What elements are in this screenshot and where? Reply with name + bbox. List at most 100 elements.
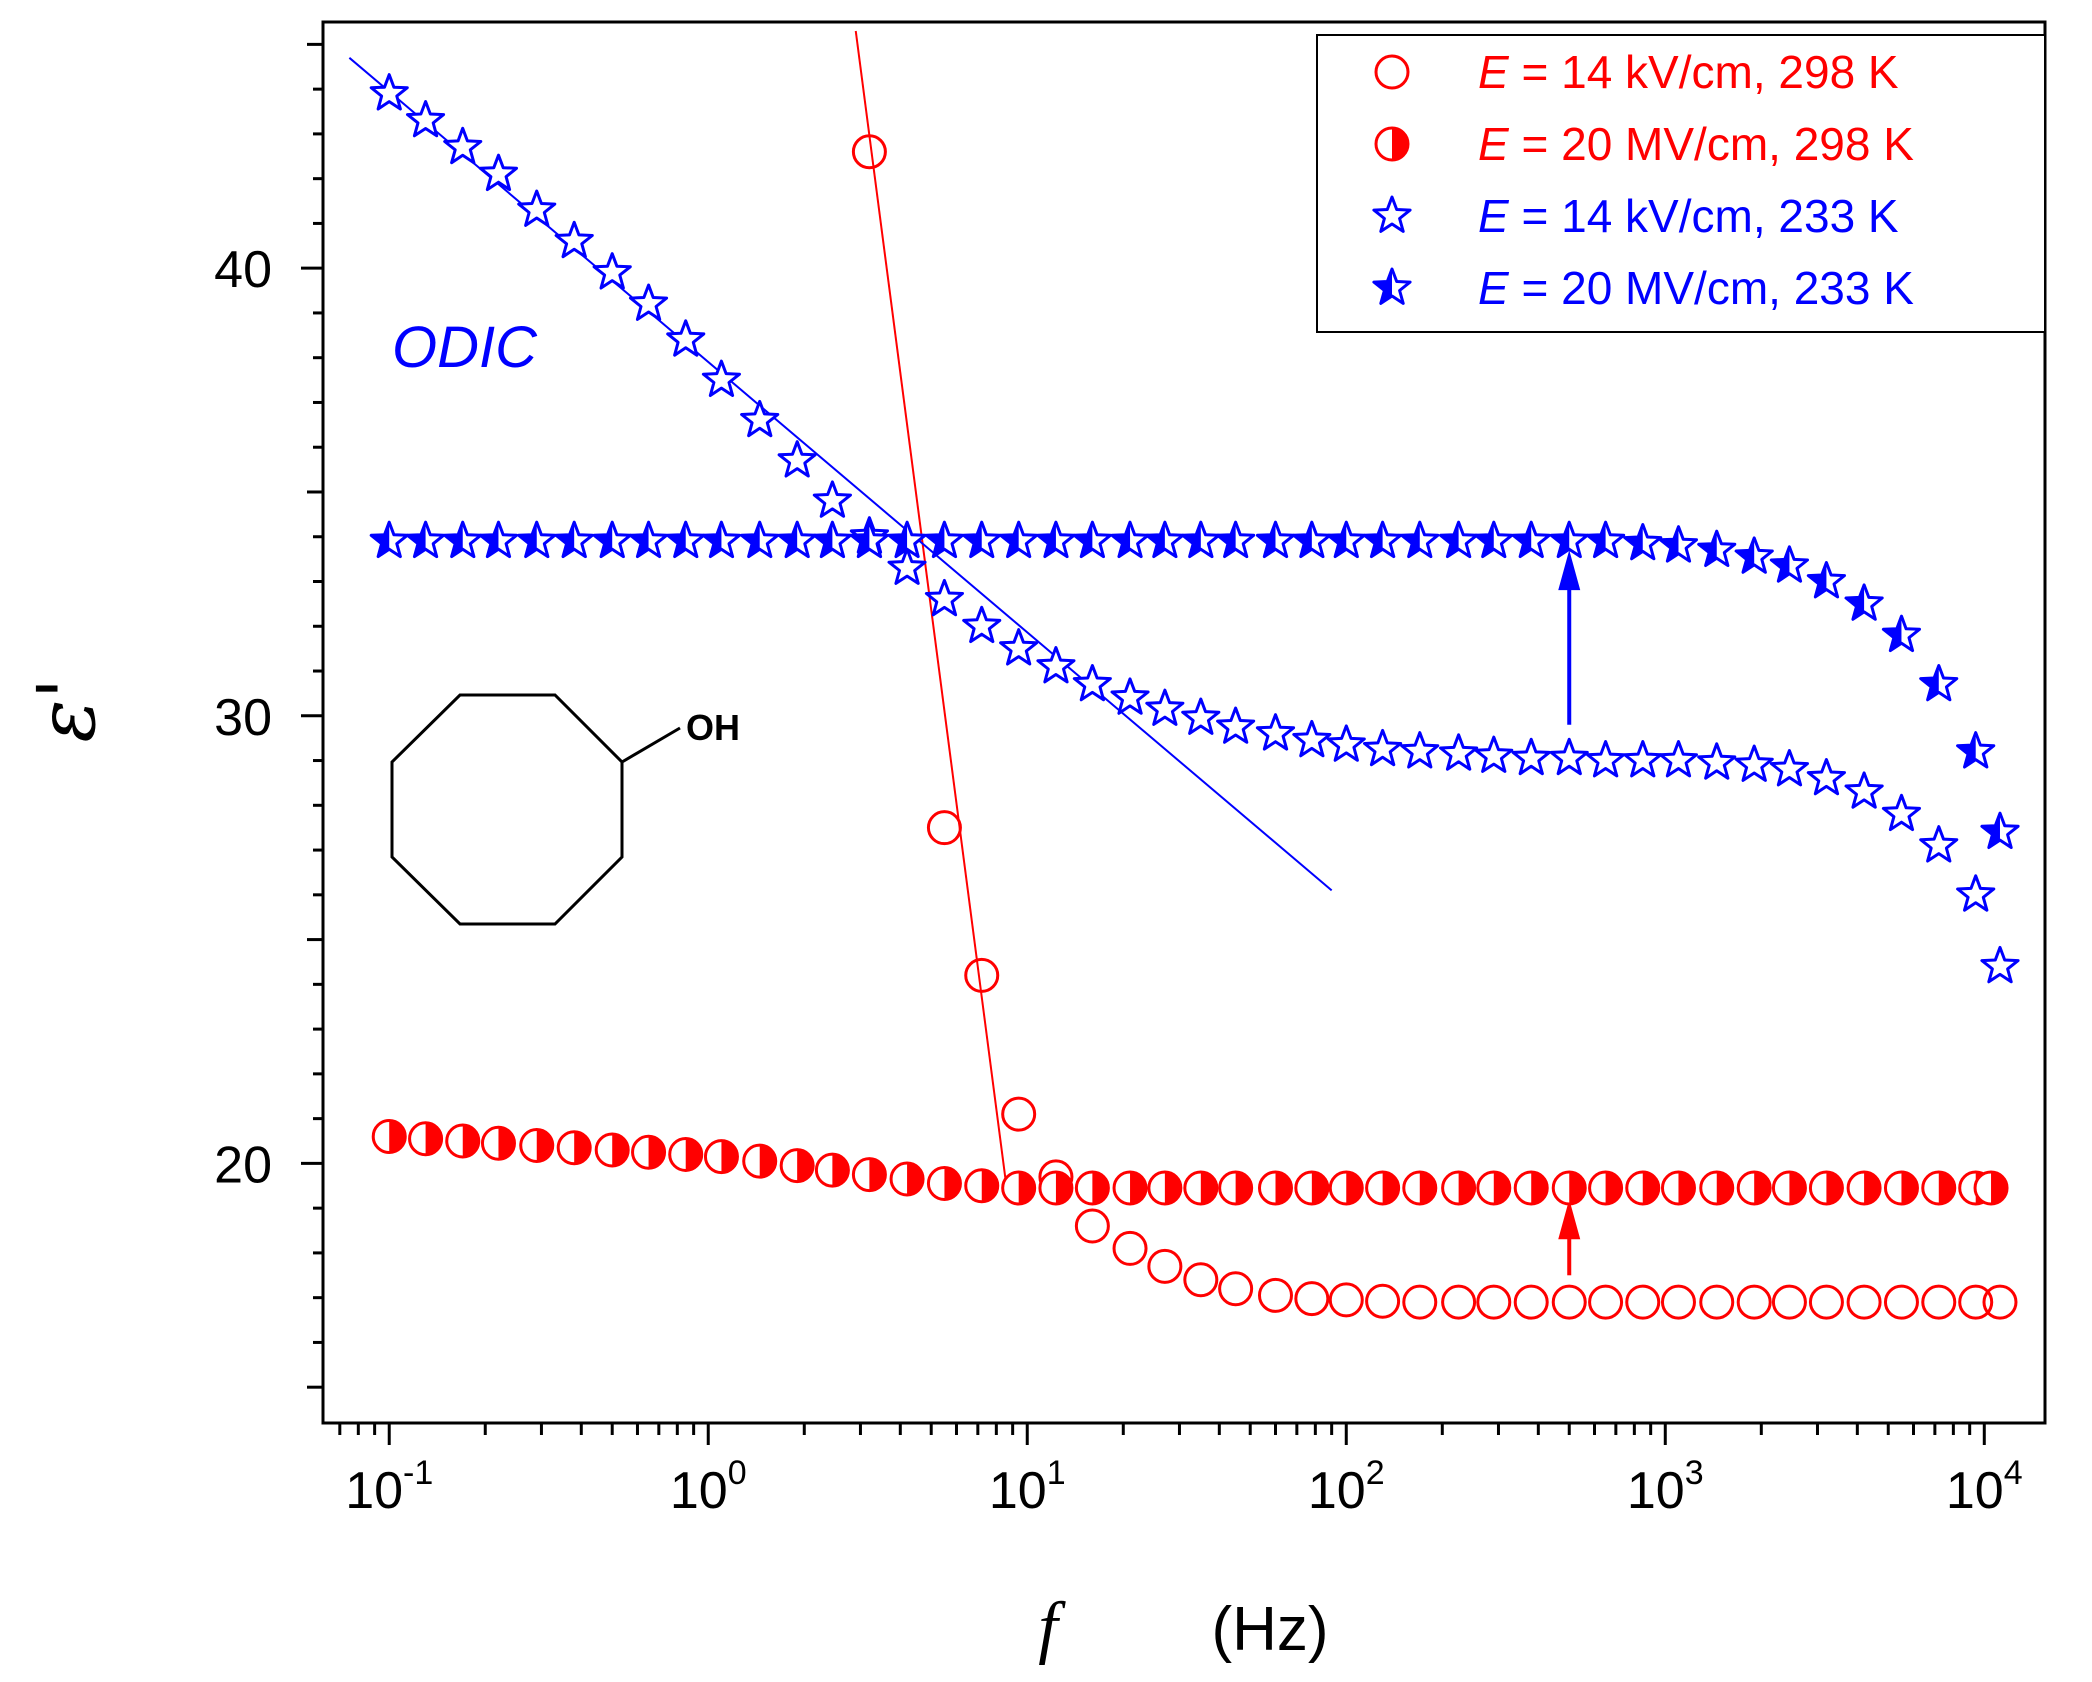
data-point <box>1147 1170 1183 1206</box>
data-point <box>443 520 483 559</box>
data-point <box>1363 728 1403 767</box>
data-point <box>1586 520 1626 559</box>
data-point <box>1294 1281 1330 1317</box>
data-point <box>369 73 409 111</box>
data-point <box>1402 1284 1438 1320</box>
data-point <box>1439 520 1479 559</box>
cyclooctanol-structure: OH <box>390 693 740 926</box>
legend-entry-4: E = 20 MV/cm, 233 K <box>1372 262 1914 314</box>
data-point <box>517 520 557 559</box>
data-point <box>1294 1170 1330 1206</box>
data-point <box>666 520 706 559</box>
data-point <box>1112 1230 1148 1266</box>
data-point <box>666 319 706 357</box>
data-point <box>1072 664 1112 702</box>
legend-label: E = 20 MV/cm, 298 K <box>1478 118 1914 170</box>
data-point <box>1513 1170 1549 1206</box>
data-point <box>478 153 518 192</box>
data-point <box>1365 1283 1401 1319</box>
data-point <box>1439 733 1479 771</box>
series-layer <box>369 73 2020 1320</box>
data-point <box>740 520 780 559</box>
data-point <box>1623 740 1663 778</box>
data-point <box>517 189 557 227</box>
data-point <box>1441 1170 1477 1206</box>
data-point <box>1183 1170 1219 1206</box>
data-point <box>1476 1170 1512 1206</box>
data-point <box>851 134 887 170</box>
data-point <box>406 520 446 559</box>
cyclooctane-ring <box>390 693 624 926</box>
series-4 <box>369 520 2020 849</box>
data-point <box>962 605 1002 644</box>
data-point <box>1697 742 1737 780</box>
data-point <box>740 399 780 438</box>
data-point <box>1958 1284 1994 1320</box>
data-point <box>1769 749 1809 787</box>
data-point <box>1956 874 1996 912</box>
data-point <box>1218 1271 1254 1307</box>
data-point <box>1400 731 1440 769</box>
data-point <box>1074 1170 1110 1206</box>
data-point <box>1956 731 1996 769</box>
data-point <box>1400 520 1440 559</box>
data-point <box>1074 1208 1110 1244</box>
data-point <box>1588 1170 1624 1206</box>
data-point <box>1513 1284 1549 1320</box>
data-point <box>556 1130 592 1166</box>
data-point <box>445 1123 481 1159</box>
data-point <box>1658 740 1698 778</box>
y-tick-labels: 20 30 40 <box>214 241 272 1194</box>
data-point <box>1736 1170 1772 1206</box>
x-tick-label: 10-1 <box>345 1454 433 1520</box>
arrows <box>1558 550 1581 1276</box>
legend-label: E = 14 kV/cm, 298 K <box>1478 46 1899 98</box>
plot-frame <box>321 20 2047 1425</box>
x-tick-label: 101 <box>989 1454 1066 1520</box>
legend-label: E = 14 kV/cm, 233 K <box>1478 190 1899 242</box>
data-point <box>1625 1170 1661 1206</box>
data-point <box>849 520 889 559</box>
odic-annotation: ODIC <box>392 315 538 380</box>
data-point <box>1257 1277 1293 1313</box>
x-tick-labels: 10-1 100 101 102 103 104 <box>345 1454 2022 1520</box>
data-point <box>1980 945 2020 984</box>
legend-marker <box>1372 195 1412 233</box>
data-point <box>1982 1284 2018 1320</box>
data-point <box>1734 536 1774 574</box>
data-point <box>478 520 518 559</box>
data-point <box>1216 520 1256 559</box>
data-point <box>812 480 852 518</box>
data-point <box>1038 1170 1074 1206</box>
legend-marker <box>1374 54 1410 90</box>
data-point <box>742 1143 778 1179</box>
data-point <box>1110 520 1150 559</box>
series-3 <box>369 73 2020 984</box>
field-arrow <box>1558 550 1581 725</box>
hydroxyl-label: OH <box>686 707 740 748</box>
data-point <box>1973 1170 2009 1206</box>
data-point <box>480 1125 516 1161</box>
data-point <box>1365 1170 1401 1206</box>
data-point <box>1921 1170 1957 1206</box>
legend-marker <box>1372 267 1412 305</box>
data-point <box>1363 520 1403 559</box>
data-point <box>1147 1248 1183 1284</box>
data-point <box>1734 744 1774 782</box>
data-point <box>629 283 669 321</box>
data-point <box>443 126 483 165</box>
data-point <box>887 547 927 585</box>
data-point <box>1588 1284 1624 1320</box>
y-tick-label: 40 <box>214 241 272 299</box>
data-point <box>1001 1096 1037 1132</box>
data-point <box>1919 825 1959 863</box>
data-point <box>406 100 446 138</box>
data-point <box>1846 1170 1882 1206</box>
data-point <box>1586 740 1626 778</box>
data-point <box>964 957 1000 993</box>
data-point <box>1036 520 1076 559</box>
oh-bond <box>621 726 681 764</box>
data-point <box>1551 1170 1587 1206</box>
data-point <box>924 520 964 559</box>
